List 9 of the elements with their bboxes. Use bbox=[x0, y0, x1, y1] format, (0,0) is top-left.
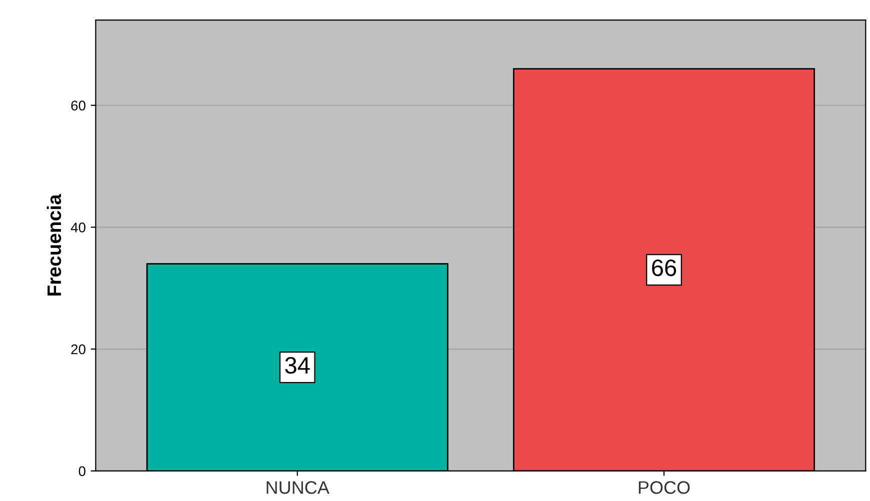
data-label: 66 bbox=[652, 259, 676, 276]
y-tick-label: 60 bbox=[71, 100, 86, 111]
x-tick-label: NUNCA bbox=[266, 481, 330, 494]
y-tick-label: 40 bbox=[70, 222, 86, 232]
y-tick-label: 0 bbox=[78, 466, 86, 476]
y-axis-title: Frecuencia bbox=[46, 194, 62, 296]
y-tick-label: 20 bbox=[71, 344, 86, 354]
data-label: 34 bbox=[285, 356, 310, 374]
x-tick-label: POCO bbox=[638, 481, 690, 494]
